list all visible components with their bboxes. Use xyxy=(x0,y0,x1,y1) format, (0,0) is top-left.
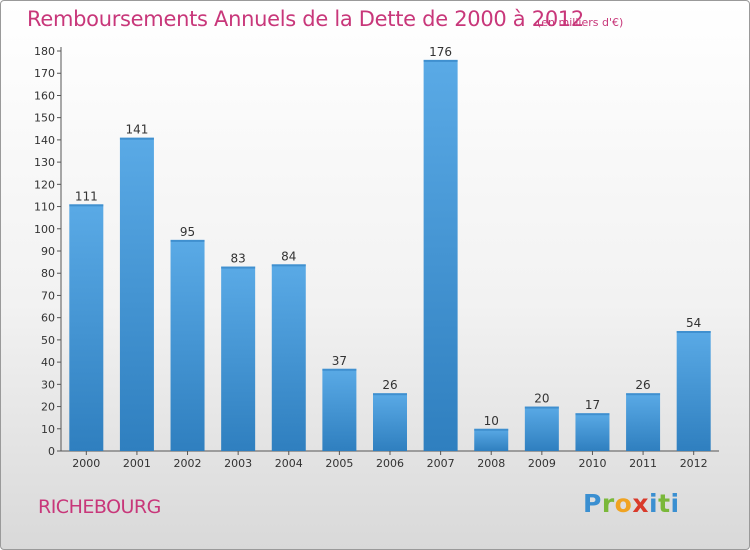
y-tick-label: 10 xyxy=(41,423,55,436)
logo-letter: i xyxy=(670,489,680,518)
y-tick-label: 0 xyxy=(48,445,55,458)
bar-value-label: 176 xyxy=(429,45,452,59)
chart-unit: (en milliers d'€) xyxy=(537,16,624,29)
bar-value-label: 20 xyxy=(534,392,549,406)
y-tick-label: 80 xyxy=(41,267,55,280)
y-tick-label: 40 xyxy=(41,356,55,369)
bar-value-label: 83 xyxy=(231,252,246,266)
bar xyxy=(626,393,661,451)
logo-letter: i xyxy=(649,489,659,518)
proxiti-logo: Proxiti xyxy=(583,489,680,518)
chart-axes: 0 10 20 30 40 50 60 70 80 90 100 110 120 130 140 150 160… xyxy=(34,45,719,470)
bar-value-label: 111 xyxy=(75,189,98,203)
chart-title: Remboursements Annuels de la Dette de 20… xyxy=(27,7,584,31)
x-tick-label: 2006 xyxy=(376,457,404,470)
logo-letter: P xyxy=(583,489,602,518)
y-tick-label: 110 xyxy=(34,201,55,214)
bar-top-edge xyxy=(474,428,509,431)
y-tick-label: 60 xyxy=(41,312,55,325)
bar-top-edge xyxy=(524,406,559,409)
x-tick-label: 2009 xyxy=(528,457,556,470)
bar-top-edge xyxy=(271,264,306,267)
y-tick-label: 100 xyxy=(34,223,55,236)
chart-bars: 111 141 95 83 84 37 26 176 10 20 17 26 54 xyxy=(69,45,711,452)
logo-letter: r xyxy=(601,489,615,518)
x-tick-label: 2003 xyxy=(224,457,252,470)
x-tick-label: 2010 xyxy=(578,457,606,470)
y-tick-label: 140 xyxy=(34,134,55,147)
x-tick-label: 2004 xyxy=(275,457,303,470)
bar-top-edge xyxy=(626,393,661,396)
bar xyxy=(373,393,407,451)
bar-top-edge xyxy=(170,239,205,242)
logo-letter: t xyxy=(658,489,671,518)
bar-top-edge xyxy=(423,59,458,62)
x-tick-label: 2000 xyxy=(72,457,100,470)
y-tick-label: 160 xyxy=(34,89,55,102)
bar-top-edge xyxy=(221,266,256,269)
x-tick-label: 2002 xyxy=(174,457,202,470)
logo-letter: x xyxy=(632,489,649,518)
bar xyxy=(575,413,610,451)
bar-value-label: 54 xyxy=(686,316,701,330)
bar-top-edge xyxy=(373,393,407,396)
x-tick-label: 2008 xyxy=(477,457,505,470)
bar-top-edge xyxy=(119,137,154,140)
bar-value-label: 17 xyxy=(585,398,600,412)
x-tick-label: 2007 xyxy=(427,457,455,470)
bar xyxy=(524,406,559,451)
x-tick-label: 2005 xyxy=(325,457,353,470)
bar-top-edge xyxy=(575,413,610,416)
y-tick-label: 90 xyxy=(41,245,55,258)
bar xyxy=(69,204,104,451)
y-tick-label: 20 xyxy=(41,401,55,414)
y-tick-label: 120 xyxy=(34,178,55,191)
bar-value-label: 37 xyxy=(332,354,347,368)
x-tick-label: 2012 xyxy=(680,457,708,470)
bar-value-label: 141 xyxy=(125,123,148,137)
y-tick-label: 180 xyxy=(34,45,55,58)
bar xyxy=(170,239,205,451)
logo-letter: o xyxy=(614,489,633,518)
bar xyxy=(119,137,154,451)
y-tick-label: 130 xyxy=(34,156,55,169)
y-tick-label: 70 xyxy=(41,289,55,302)
bar-value-label: 84 xyxy=(281,249,296,263)
bar-top-edge xyxy=(676,331,711,333)
bar xyxy=(676,331,711,451)
bar xyxy=(271,264,306,451)
x-tick-label: 2001 xyxy=(123,457,151,470)
bar xyxy=(423,59,458,452)
x-tick-label: 2011 xyxy=(629,457,657,470)
bar xyxy=(322,368,357,451)
bar-value-label: 95 xyxy=(180,225,195,239)
bar-value-label: 10 xyxy=(484,414,499,428)
bar-value-label: 26 xyxy=(382,378,397,392)
bar-value-label: 26 xyxy=(635,378,650,392)
bar-top-edge xyxy=(322,368,357,371)
bar-top-edge xyxy=(69,204,104,207)
y-tick-label: 170 xyxy=(34,67,55,80)
y-tick-label: 30 xyxy=(41,378,55,391)
y-tick-label: 150 xyxy=(34,112,55,125)
bar xyxy=(474,428,509,451)
y-tick-label: 50 xyxy=(41,334,55,347)
commune-name: RICHEBOURG xyxy=(38,496,161,518)
bar xyxy=(221,266,256,451)
